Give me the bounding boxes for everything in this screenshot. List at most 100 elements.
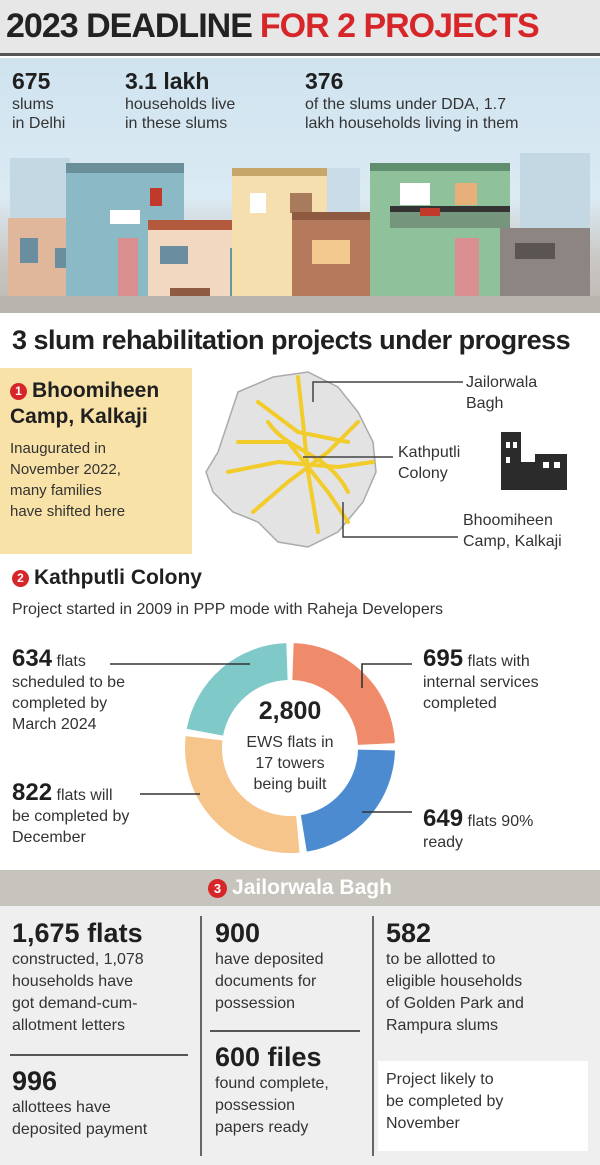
segment-unit: flats xyxy=(56,653,86,670)
segment-649-label: 649 flats 90% ready xyxy=(423,805,534,853)
project1-title: 1 Bhoomiheen xyxy=(10,378,182,404)
stat-text: households live xyxy=(125,96,236,113)
stat-text: in Delhi xyxy=(12,115,66,132)
project1-body-line: November 2022, xyxy=(10,461,121,478)
stat-text: constructed, 1,078 xyxy=(12,951,144,968)
stat-text: have deposited xyxy=(215,951,324,968)
segment-value: 695 xyxy=(423,645,464,672)
segment-value: 634 xyxy=(12,645,53,672)
segment-line: completed by xyxy=(12,695,108,712)
center-text-line: EWS flats in xyxy=(246,734,334,751)
delhi-map-graphic xyxy=(205,371,567,548)
stat-text: slums xyxy=(12,96,54,113)
divider xyxy=(10,1054,188,1056)
project3-title: Jailorwala Bagh xyxy=(232,876,392,899)
stat-value: 900 xyxy=(215,918,261,948)
stat-slums: 675 slums in Delhi xyxy=(12,68,65,133)
segment-line: scheduled to be xyxy=(12,674,125,691)
stat-text: households have xyxy=(12,973,133,990)
divider xyxy=(372,916,374,1156)
project1-title-line2: Camp, Kalkaji xyxy=(10,405,148,428)
stat-value: 376 xyxy=(305,68,344,94)
headline-part2: FOR 2 PROJECTS xyxy=(259,7,540,45)
segment-634-label: 634 flats scheduled to be completed by M… xyxy=(12,645,125,735)
stat-dda-slums: 376 of the slums under DDA, 1.7 lakh hou… xyxy=(305,68,518,133)
stat-text: papers ready xyxy=(215,1119,309,1136)
project3-documents: 900 have deposited documents for possess… xyxy=(215,918,375,1015)
project1-body: Inaugurated in November 2022, many famil… xyxy=(10,438,182,522)
donut-segment-695 xyxy=(292,643,395,745)
flats-donut-chart xyxy=(185,643,395,853)
stat-text: to be allotted to xyxy=(386,951,496,968)
project3-constructed: 1,675 flats constructed, 1,078 household… xyxy=(12,918,192,1037)
number-badge: 1 xyxy=(10,383,27,400)
stat-text: lakh households living in them xyxy=(305,115,519,132)
stat-text: November xyxy=(386,1115,460,1132)
segment-value: 822 xyxy=(12,779,53,806)
stat-households: 3.1 lakh households live in these slums xyxy=(125,68,235,133)
stat-text: possession xyxy=(215,1097,296,1114)
project3-header: 3 Jailorwala Bagh xyxy=(0,870,600,906)
center-text-line: 17 towers xyxy=(255,755,325,772)
project3-to-be-allotted: 582 to be allotted to eligible household… xyxy=(386,918,586,1037)
map-label-line: Jailorwala xyxy=(466,374,538,391)
stat-text: of Golden Park and xyxy=(386,995,524,1012)
project1-body-line: Inaugurated in xyxy=(10,440,106,457)
segment-line: December xyxy=(12,829,86,846)
project2-subtitle: Project started in 2009 in PPP mode with… xyxy=(12,601,444,618)
stat-text: of the slums under DDA, 1.7 xyxy=(305,96,506,113)
segment-line: completed xyxy=(423,695,497,712)
map-label-line: Colony xyxy=(398,465,448,482)
project2-title-text: Kathputli Colony xyxy=(34,566,202,589)
map-label-jailorwala: Jailorwala Bagh xyxy=(466,372,537,414)
project1-body-line: many families xyxy=(10,482,102,499)
project3-allottees: 996 allottees have deposited payment xyxy=(12,1066,192,1141)
segment-line: March 2024 xyxy=(12,716,97,733)
stat-text: eligible households xyxy=(386,973,523,990)
segment-line: ready xyxy=(423,834,464,851)
stat-text: be completed by xyxy=(386,1093,504,1110)
headline: 2023 DEADLINE FOR 2 PROJECTS xyxy=(0,0,600,56)
donut-segment-649 xyxy=(300,749,395,852)
map-label-line: Kathputli xyxy=(398,444,461,461)
number-badge: 2 xyxy=(12,570,29,587)
map-label-line: Camp, Kalkaji xyxy=(463,533,562,550)
hero-illustration: 675 slums in Delhi 3.1 lakh households l… xyxy=(0,58,600,313)
stat-text: Rampura slums xyxy=(386,1017,499,1034)
segment-value: 649 xyxy=(423,805,464,832)
donut-center-value: 2,800 xyxy=(258,697,322,725)
project1-body-line: have shifted here xyxy=(10,503,126,520)
project1-card: 1 Bhoomiheen Camp, Kalkaji Inaugurated in… xyxy=(0,368,192,554)
stat-text: documents for xyxy=(215,973,317,990)
project3-files: 600 files found complete, possession pap… xyxy=(215,1042,375,1139)
stat-text: in these slums xyxy=(125,115,228,132)
segment-line: internal services xyxy=(423,674,539,691)
segment-unit: flats with xyxy=(467,653,530,670)
project3-details: 1,675 flats constructed, 1,078 household… xyxy=(0,906,600,1165)
stat-value: 582 xyxy=(386,918,432,948)
project2-title: 2 Kathputli Colony xyxy=(12,566,202,590)
slum-houses-illustration xyxy=(0,153,600,313)
stat-value: 1,675 flats xyxy=(12,918,143,948)
segment-822-label: 822 flats will be completed by December xyxy=(12,779,129,848)
donut-segment-634 xyxy=(186,643,288,736)
segment-695-label: 695 flats with internal services complet… xyxy=(423,645,539,714)
headline-part1: 2023 DEADLINE xyxy=(6,7,253,45)
stat-text: deposited payment xyxy=(12,1121,148,1138)
project1-title-line1: Bhoomiheen xyxy=(32,379,160,402)
map-label-bhoomiheen: Bhoomiheen Camp, Kalkaji xyxy=(463,510,562,552)
segment-unit: flats 90% xyxy=(467,813,534,830)
stat-text: allottees have xyxy=(12,1099,111,1116)
stat-text: got demand-cum- xyxy=(12,995,138,1012)
donut-leader-lines xyxy=(110,663,412,813)
stat-value: 600 files xyxy=(215,1042,322,1072)
stat-text: allotment letters xyxy=(12,1017,125,1034)
map-label-line: Bagh xyxy=(466,395,504,412)
donut-center-text: EWS flats in 17 towers being built xyxy=(215,732,365,795)
segment-unit: flats will xyxy=(56,787,113,804)
stat-text: Project likely to xyxy=(386,1071,494,1088)
divider xyxy=(200,916,202,1156)
number-badge: 3 xyxy=(208,878,228,898)
section-title: 3 slum rehabilitation projects under pro… xyxy=(12,325,571,355)
center-text-line: being built xyxy=(253,776,327,793)
